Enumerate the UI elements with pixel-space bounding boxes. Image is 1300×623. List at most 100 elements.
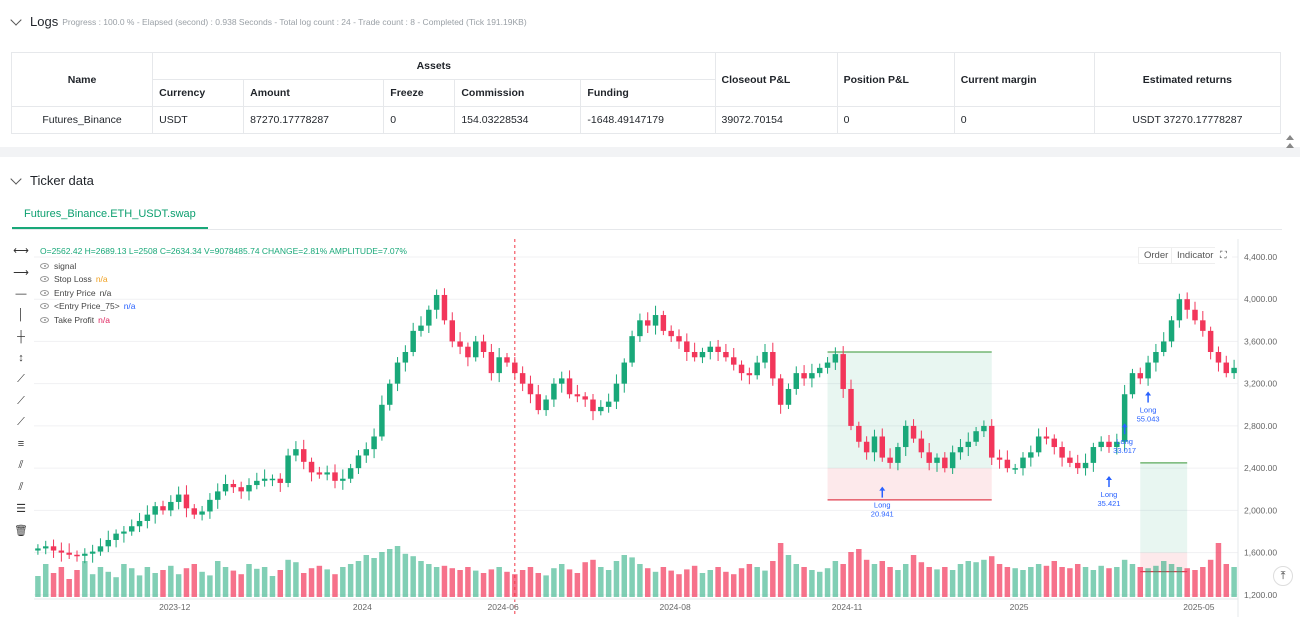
candle-body [793,373,800,389]
↔-icon[interactable]: ⟷ [13,245,29,258]
scroll-up-icon[interactable] [1286,143,1294,148]
candle-body [730,357,737,365]
scroll-up-icon[interactable] [1286,135,1294,140]
volume-bar [973,562,979,597]
volume-bar [238,574,244,597]
volume-bar [332,574,338,597]
candle-body [285,455,291,483]
candle-body [214,491,221,500]
legend-item[interactable]: <Entry Price_75> n/a [40,300,136,314]
legend-item[interactable]: Take Profit n/a [40,313,136,327]
minus-icon[interactable]: — [15,287,27,300]
price-chart[interactable]: 4,400.00 4,000.00 3,600.00 3,200.00 2,800.00… [0,157,1300,623]
candle-body [973,431,979,442]
volume-bar [879,561,886,597]
ohlc-readout: O=2562.42 H=2689.13 L=2508 C=2634.34 V=9… [40,246,407,256]
trend3-icon[interactable]: ⟋ [17,416,25,429]
volume-bar [629,557,635,597]
scroll-top-button[interactable]: ⤒ [1273,566,1293,586]
volume-bar [613,561,620,597]
volume-bar [895,570,901,597]
eye-icon[interactable] [40,276,49,283]
volume-bar [214,561,221,597]
candle-body [277,478,284,483]
eye-icon[interactable] [40,316,49,323]
candle-body [1207,330,1214,352]
candle-body [1114,441,1120,448]
candle-body [207,499,213,512]
candle-body [770,351,776,379]
volume-bar [1012,568,1018,597]
legend-item[interactable]: Entry Price n/a [40,286,136,300]
y-tick-label: 3,200.00 [1244,379,1277,389]
candle-body [1160,341,1167,352]
fib-icon[interactable]: ≡ [17,438,25,451]
trend2-icon[interactable]: ⟋ [17,394,25,407]
vline-icon[interactable]: │ [17,309,25,322]
candle-body [902,425,909,448]
x-tick-label: 2023-12 [159,602,190,612]
y-tick-label: 2,000.00 [1244,505,1277,515]
volume-bar [82,561,88,597]
trend-icon[interactable]: ⟋ [17,373,25,386]
candle-body [1129,373,1136,395]
volume-bar [410,556,416,597]
volume-bar [418,561,424,597]
volume-bar [222,567,229,597]
ticker-header[interactable]: Ticker data [10,172,94,188]
candle-body [58,550,65,553]
pitchfork-icon[interactable]: ⫽ [18,480,24,493]
volume-bar [816,571,823,597]
candle-body [222,484,229,492]
candle-body [535,394,542,411]
volume-bar [1153,565,1159,597]
volume-bar [379,552,385,597]
volume-bar [136,575,143,597]
legend-item[interactable]: Stop Loss n/a [40,273,136,287]
legend-label: Entry Price [54,287,96,298]
candle-body [418,325,424,331]
volume-bar [160,570,166,597]
candle-body [590,399,596,412]
candle-body [621,362,628,384]
volume-bar [840,564,846,597]
ray-icon[interactable]: ⟶ [13,266,29,279]
eye-icon[interactable] [40,303,49,310]
chevron-down-icon[interactable] [10,13,22,26]
cross-v-icon[interactable]: ┼ [17,330,25,343]
fullscreen-icon[interactable]: ⛶ [1215,247,1232,264]
candle-body [816,367,823,374]
candle-body [965,441,972,448]
candle-body [871,436,878,453]
indicator-button[interactable]: Indicator [1171,247,1220,264]
logs-header[interactable]: Logs Progress : 100.0 % - Elapsed (secon… [10,13,527,29]
tab-eth-usdt-swap[interactable]: Futures_Binance.ETH_USDT.swap [12,200,208,229]
volume-bar [97,567,104,597]
eye-icon[interactable] [40,262,49,269]
candle-body [1184,299,1190,310]
volume-bar [42,564,49,597]
eye-icon[interactable] [40,289,49,296]
signal-arrow-head [879,486,886,491]
volume-bar [128,568,135,597]
candle-body [1035,436,1042,453]
x-tick-label: 2024-11 [832,602,863,612]
volume-bar [824,568,831,597]
take-profit-zone [827,351,992,469]
candle-body [1004,459,1011,469]
arrow-v-icon[interactable]: ↕ [18,352,24,365]
volume-bar [598,567,604,597]
volume-bar [863,559,870,597]
y-tick-label: 4,400.00 [1244,252,1277,262]
candle-body [42,546,49,549]
ruler-icon[interactable]: ☰ [16,503,26,516]
parallel-icon[interactable]: ⫽ [18,459,24,472]
trash-icon[interactable]: 🗑 [14,524,28,537]
volume-bar [785,555,792,597]
order-button[interactable]: Order [1138,247,1175,264]
legend-item[interactable]: signal [40,259,136,273]
volume-bar [113,577,119,597]
volume-bar [285,559,291,597]
candle-body [1137,373,1144,379]
candle-body [988,425,995,458]
